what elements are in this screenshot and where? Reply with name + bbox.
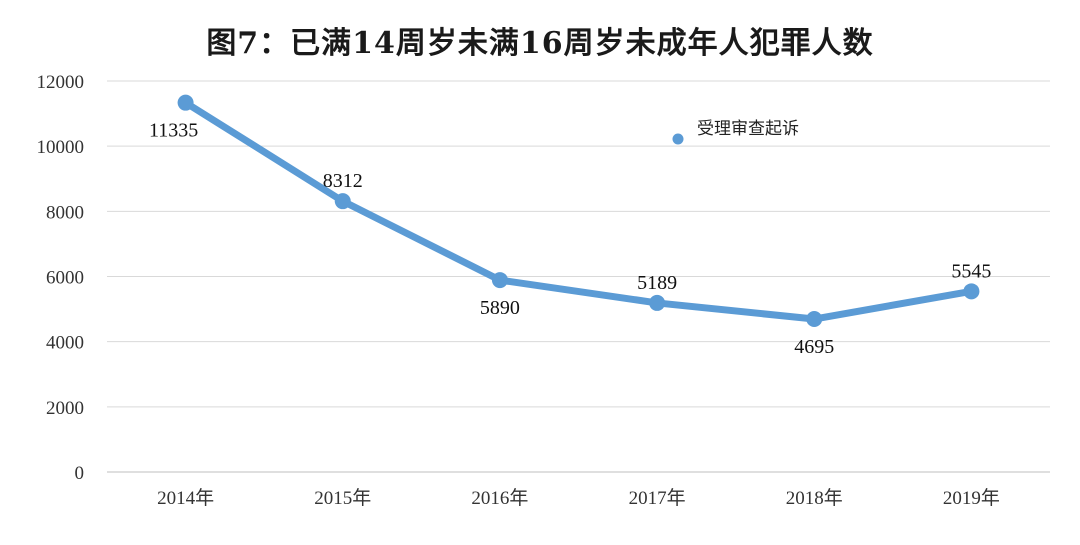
data-labels: 11335 8312 5890 5189 4695 5545 bbox=[149, 120, 991, 358]
y-tick-label: 10000 bbox=[37, 137, 85, 158]
y-tick-label: 4000 bbox=[46, 333, 84, 354]
y-tick-label: 0 bbox=[75, 463, 85, 484]
data-label: 11335 bbox=[149, 120, 198, 142]
data-point bbox=[963, 283, 980, 300]
x-tick-label: 2016年 bbox=[471, 487, 528, 509]
data-label: 4695 bbox=[794, 336, 834, 358]
y-tick-label: 12000 bbox=[37, 72, 85, 93]
data-label: 8312 bbox=[323, 170, 363, 192]
legend: 受理审查起诉 bbox=[672, 119, 799, 145]
y-tick-label: 6000 bbox=[46, 268, 84, 289]
legend-label: 受理审查起诉 bbox=[697, 119, 799, 139]
series-layer bbox=[177, 94, 980, 328]
y-axis-ticks: 0 2000 4000 6000 8000 10000 12000 bbox=[37, 72, 85, 484]
series-line bbox=[182, 99, 975, 323]
data-label: 5545 bbox=[951, 260, 991, 282]
data-point bbox=[334, 193, 351, 210]
x-tick-label: 2015年 bbox=[314, 487, 371, 509]
y-tick-label: 8000 bbox=[46, 202, 84, 223]
x-tick-label: 2014年 bbox=[157, 487, 214, 509]
data-point bbox=[177, 94, 194, 111]
x-tick-label: 2019年 bbox=[943, 487, 1000, 509]
x-tick-label: 2017年 bbox=[629, 487, 686, 509]
data-label: 5189 bbox=[637, 272, 677, 294]
data-point bbox=[491, 272, 508, 289]
data-point bbox=[806, 311, 823, 328]
data-point bbox=[649, 294, 666, 311]
x-tick-label: 2018年 bbox=[786, 487, 843, 509]
legend-marker bbox=[672, 133, 684, 145]
chart-title: 图7：已满14周岁未满16周岁未成年人犯罪人数 bbox=[206, 26, 874, 61]
x-axis-ticks: 2014年 2015年 2016年 2017年 2018年 2019年 bbox=[157, 487, 1000, 509]
data-label: 5890 bbox=[480, 297, 520, 319]
y-tick-label: 2000 bbox=[46, 398, 84, 419]
gridlines bbox=[107, 80, 1050, 473]
